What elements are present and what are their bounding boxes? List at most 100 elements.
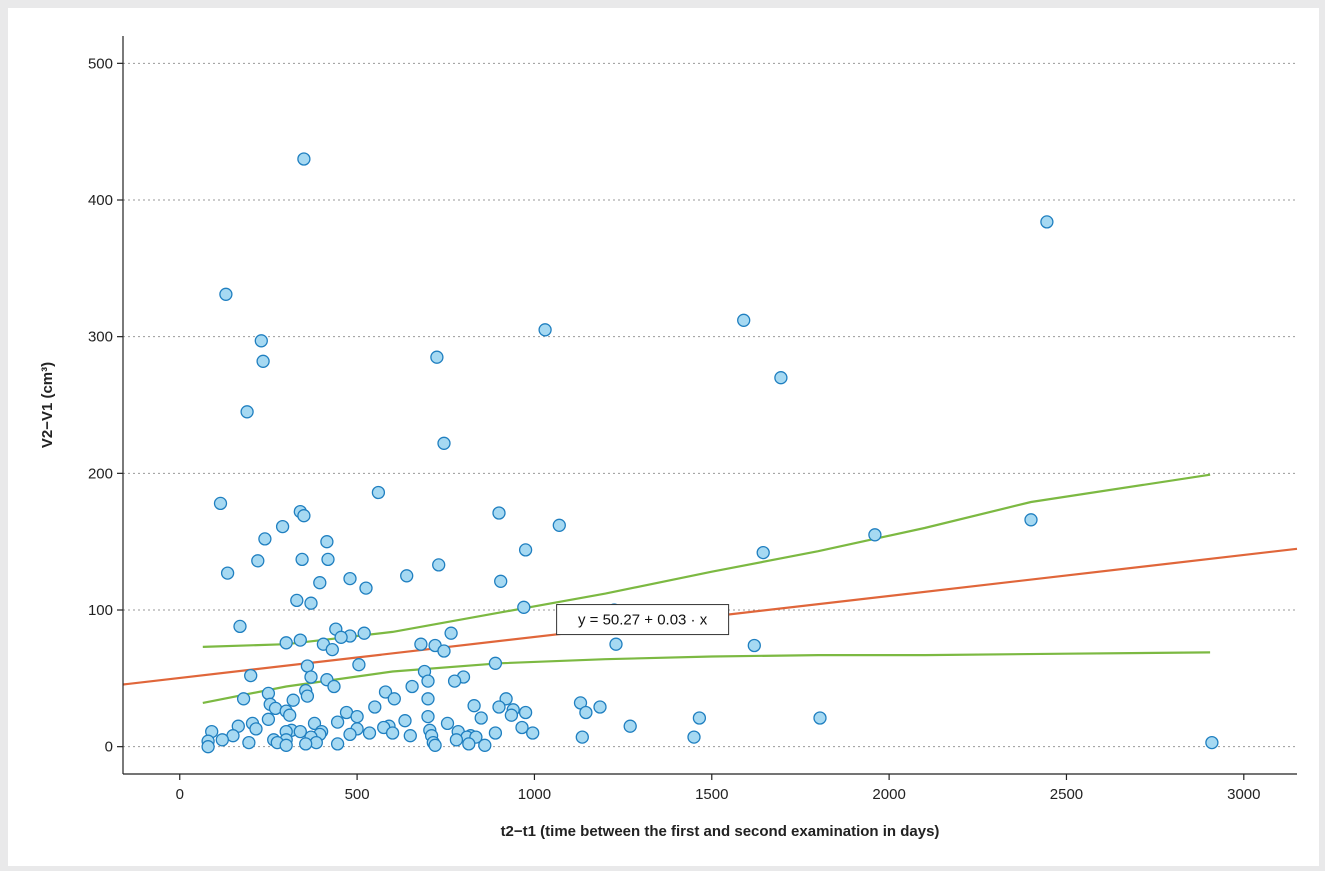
data-point: [1040, 215, 1054, 229]
data-point: [261, 712, 276, 726]
data-point: [233, 619, 247, 634]
y-tick-label-300: 300: [88, 329, 113, 346]
data-point: [321, 552, 335, 567]
data-point: [362, 726, 377, 740]
data-point: [444, 626, 458, 640]
data-point: [462, 737, 476, 751]
data-point: [737, 313, 751, 327]
axes: [117, 36, 1297, 780]
data-point: [518, 543, 533, 557]
data-point: [330, 737, 345, 751]
data-point: [478, 738, 492, 752]
data-point: [256, 354, 270, 368]
data-point: [320, 535, 334, 549]
data-point: [286, 693, 300, 707]
data-point: [254, 334, 268, 348]
data-point: [299, 737, 313, 751]
data-point: [432, 558, 446, 572]
data-point: [279, 738, 293, 752]
data-point: [304, 596, 318, 610]
data-point: [275, 519, 290, 534]
data-point: [1205, 735, 1219, 750]
data-point: [219, 287, 233, 301]
equation-text: y = 50.27 + 0.03 · x: [578, 612, 708, 629]
data-point: [297, 152, 311, 166]
data-point: [492, 700, 506, 714]
data-point: [1024, 513, 1038, 527]
data-point: [400, 569, 414, 583]
data-point: [325, 642, 339, 657]
data-point: [488, 726, 503, 740]
equation-box: [556, 604, 730, 636]
data-point: [692, 711, 707, 725]
data-point: [295, 552, 309, 567]
axis-labels: 0 100 200 300 400 500 0 500 1000 1500 2000 2500 3000…: [39, 55, 1260, 840]
data-point: [504, 708, 519, 722]
data-point: [488, 656, 503, 670]
data-point: [242, 735, 256, 750]
data-point: [249, 722, 263, 736]
data-point: [297, 509, 311, 523]
data-point: [449, 733, 464, 747]
data-point: [421, 709, 435, 724]
data-point: [357, 626, 371, 640]
data-point: [517, 600, 531, 614]
data-point: [290, 593, 304, 608]
data-point: [467, 699, 481, 713]
y-tick-label-100: 100: [88, 602, 113, 619]
data-point: [327, 679, 341, 694]
data-point: [293, 633, 307, 647]
x-axis-title: t2−t1 (time between the first and second…: [501, 823, 940, 840]
data-point: [609, 637, 623, 651]
data-point: [261, 686, 276, 701]
data-point: [300, 689, 315, 703]
data-point: [385, 726, 400, 740]
data-point: [213, 496, 228, 511]
x-tick-label-1500: 1500: [695, 786, 728, 803]
data-points: [201, 152, 1219, 754]
y-tick-label-200: 200: [88, 465, 113, 482]
data-point: [430, 350, 444, 364]
data-point: [575, 730, 589, 744]
data-point: [437, 436, 451, 450]
data-point: [378, 685, 393, 699]
data-point: [623, 719, 637, 733]
data-point: [593, 700, 607, 714]
data-point: [403, 729, 417, 743]
data-point: [201, 740, 215, 754]
data-point: [293, 724, 307, 739]
scatter-chart: 0 100 200 300 400 500 0 500 1000 1500 2000 2500 3000…: [39, 36, 1298, 840]
data-point: [368, 700, 382, 714]
data-point: [387, 692, 401, 706]
data-point: [244, 668, 258, 683]
data-point: [405, 679, 419, 694]
data-point: [515, 720, 529, 735]
data-point: [552, 518, 566, 532]
data-point: [359, 581, 373, 595]
y-tick-label-0: 0: [105, 739, 113, 756]
data-point: [334, 630, 348, 644]
x-tick-label-2500: 2500: [1050, 786, 1083, 803]
data-point: [774, 371, 788, 385]
data-point: [687, 730, 701, 744]
data-point: [474, 711, 488, 725]
lower-confidence-line: [202, 651, 1211, 704]
data-point: [579, 705, 593, 720]
data-point: [300, 659, 315, 673]
data-point: [868, 528, 882, 542]
data-point: [813, 711, 827, 725]
data-point: [494, 574, 508, 588]
equation-annotation: y = 50.27 + 0.03 · x: [556, 604, 730, 636]
data-point: [518, 705, 533, 720]
data-point: [398, 714, 412, 728]
data-point: [313, 576, 327, 590]
y-tick-label-400: 400: [88, 192, 113, 209]
data-point: [330, 715, 345, 729]
data-point: [304, 670, 318, 684]
data-point: [251, 554, 265, 568]
chart-figure: 0 100 200 300 400 500 0 500 1000 1500 2000 2500 3000…: [8, 8, 1319, 866]
x-tick-label-500: 500: [345, 786, 370, 803]
x-tick-label-1000: 1000: [518, 786, 551, 803]
data-point: [240, 405, 254, 419]
data-point: [258, 532, 272, 546]
